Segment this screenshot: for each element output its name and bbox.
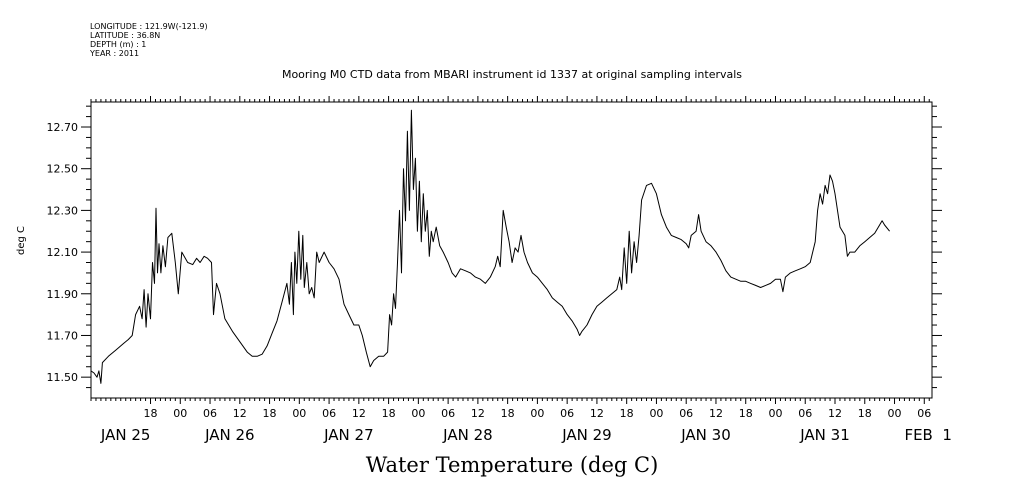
y-tick-label: 12.10 <box>47 246 79 259</box>
x-tick-label: 00 <box>173 407 187 420</box>
x-date-label: JAN 29 <box>561 426 612 444</box>
x-date-label: JAN 31 <box>799 426 850 444</box>
x-date-label: JAN 26 <box>204 426 255 444</box>
x-tick-label: 18 <box>501 407 515 420</box>
x-tick-label: 18 <box>739 407 753 420</box>
plot-frame <box>90 101 933 399</box>
year-text: YEAR : 2011 <box>90 49 140 58</box>
x-tick-label: 06 <box>203 407 217 420</box>
x-tick-label: 00 <box>292 407 306 420</box>
chart-title: Mooring M0 CTD data from MBARI instrumen… <box>281 68 743 81</box>
series-line <box>90 109 890 384</box>
x-tick-label: 00 <box>649 407 663 420</box>
x-tick-label: 06 <box>560 407 574 420</box>
x-tick-label: 12 <box>590 407 604 420</box>
x-tick-label: 18 <box>620 407 634 420</box>
y-tick-label: 11.70 <box>47 329 79 342</box>
x-tick-label: 00 <box>411 407 425 420</box>
y-tick-label: 11.90 <box>47 288 79 301</box>
x-date-label: JAN 27 <box>323 426 374 444</box>
x-tick-label: 00 <box>530 407 544 420</box>
x-tick-label: 06 <box>322 407 336 420</box>
longitude-text: LONGITUDE : 121.9W(-121.9) <box>90 22 208 31</box>
y-tick-label: 11.50 <box>47 371 79 384</box>
x-tick-label: 18 <box>858 407 872 420</box>
x-date-label: FEB 1 <box>904 426 951 444</box>
x-tick-label: 00 <box>888 407 902 420</box>
metadata-block: LONGITUDE : 121.9W(-121.9) LATITUDE : 36… <box>90 22 208 58</box>
y-tick-label: 12.30 <box>47 204 79 217</box>
x-date-label: JAN 30 <box>680 426 731 444</box>
x-tick-label: 06 <box>917 407 931 420</box>
x-tick-label: 06 <box>679 407 693 420</box>
x-tick-label: 12 <box>471 407 485 420</box>
x-tick-label: 18 <box>144 407 158 420</box>
x-date-label: JAN 28 <box>442 426 493 444</box>
x-tick-label: 12 <box>828 407 842 420</box>
x-tick-label: 18 <box>263 407 277 420</box>
x-date-label: JAN 25 <box>100 426 151 444</box>
y-tick-label: 12.70 <box>47 121 79 134</box>
x-tick-label: 18 <box>382 407 396 420</box>
x-tick-label: 06 <box>798 407 812 420</box>
x-tick-label: 12 <box>233 407 247 420</box>
x-tick-label: 06 <box>441 407 455 420</box>
x-tick-label: 12 <box>709 407 723 420</box>
x-axis-title: Water Temperature (deg C) <box>365 453 659 477</box>
x-tick-label: 12 <box>352 407 366 420</box>
y-tick-label: 12.50 <box>47 163 79 176</box>
depth-text: DEPTH (m) : 1 <box>90 40 147 49</box>
latitude-text: LATITUDE : 36.8N <box>90 31 161 40</box>
x-tick-label: 00 <box>768 407 782 420</box>
